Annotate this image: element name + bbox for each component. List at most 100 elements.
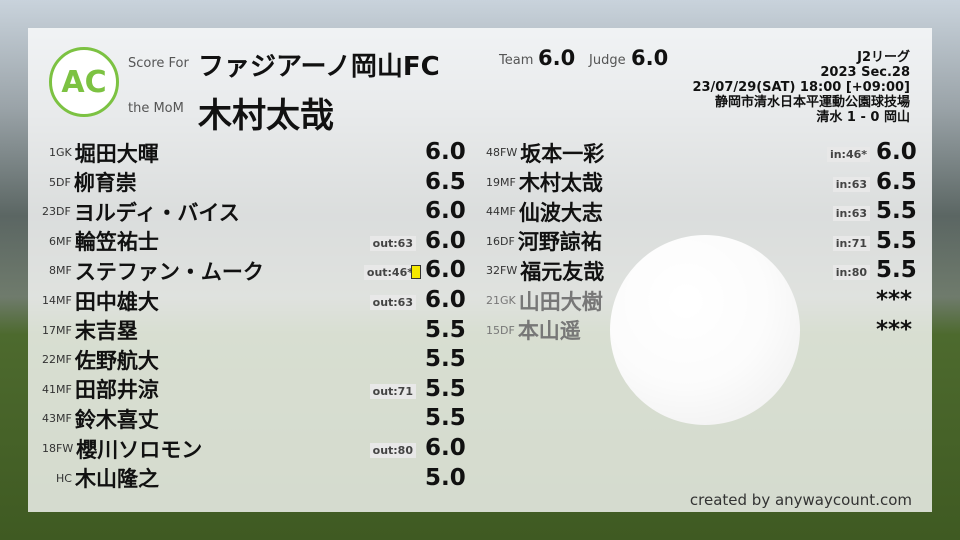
- player-name: 田中雄大: [74, 289, 159, 314]
- player-position: MF: [56, 353, 72, 367]
- player-score: 6.0: [425, 227, 466, 254]
- player-row: 1 GK 堀田大暉: [28, 138, 159, 167]
- player-number: 8: [49, 264, 56, 278]
- player-position: FW: [56, 442, 74, 455]
- player-name: 田部井涼: [74, 378, 159, 403]
- judge-score: 6.0: [631, 46, 669, 70]
- player-score: 5.5: [425, 405, 466, 432]
- player-number: 48: [486, 146, 500, 159]
- player-number: 17: [42, 323, 56, 337]
- player-score: 6.0: [425, 198, 466, 225]
- player-name: 末吉塁: [74, 319, 138, 344]
- player-number: 6: [49, 234, 56, 248]
- player-position: FW: [500, 146, 518, 159]
- yellow-card-icon: [411, 265, 421, 280]
- league: J2リーグ: [857, 50, 910, 65]
- player-position: MF: [500, 205, 516, 219]
- player-number: 15: [486, 323, 500, 337]
- team-score-label: Team: [499, 53, 534, 68]
- player-row: 23 DF ヨルディ・バイス: [28, 197, 240, 226]
- player-name: 坂本一彩: [520, 141, 605, 166]
- player-position: MF: [56, 264, 72, 278]
- player-position: MF: [500, 175, 516, 189]
- player-score: 6.0: [425, 287, 466, 313]
- mom-name: 木村太哉: [198, 96, 334, 136]
- judge-score-label: Judge: [589, 53, 626, 68]
- player-score: 6.5: [425, 168, 466, 195]
- player-score: 5.5: [425, 346, 466, 373]
- section: 2023 Sec.28: [820, 65, 910, 80]
- player-name: 堀田大暉: [74, 141, 159, 166]
- player-number: 19: [486, 175, 500, 189]
- team-name: ファジアーノ岡山FC: [198, 52, 440, 82]
- player-number: 43: [42, 412, 56, 426]
- player-row: 44 MF 仙波大志: [470, 197, 603, 226]
- substitution-badge: in:71: [832, 235, 870, 251]
- mom-label: the MoM: [128, 101, 184, 116]
- player-name: 柳育崇: [73, 171, 137, 196]
- player-number: 1: [49, 146, 56, 159]
- substitution-badge: in:80: [832, 265, 870, 281]
- player-score: ***: [876, 316, 913, 343]
- player-position: FW: [500, 264, 518, 278]
- player-position: DF: [500, 234, 515, 248]
- player-row: 21 GK 山田大樹: [470, 286, 603, 315]
- substitution-badge: out:71: [369, 383, 416, 399]
- substitution-badge: in:46*: [826, 147, 870, 162]
- player-number: 18: [42, 442, 56, 455]
- player-score: 6.0: [876, 139, 917, 165]
- player-number: 44: [486, 205, 500, 219]
- player-name: ステファン・ムーク: [74, 259, 264, 284]
- anywaycount-logo: AC: [49, 47, 119, 117]
- player-name: 福元友哉: [520, 259, 605, 284]
- match-info: J2リーグ 2023 Sec.28 23/07/29(SAT) 18:00 [+…: [692, 50, 910, 125]
- player-position: GK: [500, 294, 516, 307]
- credit: created by anywaycount.com: [689, 491, 912, 509]
- player-score: 5.5: [876, 257, 917, 284]
- player-name: 山田大樹: [518, 289, 603, 314]
- player-score: 5.5: [876, 198, 917, 225]
- player-position: MF: [56, 382, 72, 396]
- player-score: ***: [876, 287, 913, 313]
- player-score: 6.0: [425, 435, 466, 461]
- player-name: 佐野航大: [74, 348, 159, 373]
- player-name: 本山遥: [517, 319, 581, 344]
- substitution-badge: out:80: [369, 443, 416, 458]
- substitution-badge: in:63: [832, 176, 870, 192]
- player-score: 5.5: [876, 227, 917, 254]
- score-for-label: Score For: [128, 56, 189, 71]
- player-name: 鈴木喜丈: [74, 407, 159, 432]
- player-row: HC 木山隆之: [28, 464, 159, 493]
- player-position: DF: [500, 323, 515, 337]
- player-name: 木山隆之: [74, 467, 159, 492]
- player-score: 6.0: [425, 139, 466, 165]
- player-position: DF: [56, 175, 71, 189]
- result: 清水 1 - 0 岡山: [816, 110, 910, 125]
- player-score: 6.5: [876, 168, 917, 195]
- player-position: DF: [56, 205, 71, 219]
- substitution-badge: out:63: [369, 295, 416, 310]
- player-number: 21: [486, 294, 500, 307]
- player-row: 14 MF 田中雄大: [28, 286, 159, 315]
- player-number: 41: [42, 382, 56, 396]
- player-row: 5 DF 柳育崇: [28, 168, 137, 197]
- player-score: 5.5: [425, 316, 466, 343]
- player-row: 16 DF 河野諒祐: [470, 227, 602, 256]
- player-number: 32: [486, 264, 500, 278]
- player-row: 6 MF 輪笠祐士: [28, 227, 159, 256]
- player-row: 41 MF 田部井涼: [28, 375, 159, 404]
- player-position: MF: [56, 323, 72, 337]
- datetime: 23/07/29(SAT) 18:00 [+09:00]: [692, 80, 910, 95]
- substitution-badge: in:63: [832, 206, 870, 222]
- player-number: 22: [42, 353, 56, 367]
- logo-text: AC: [61, 64, 107, 100]
- player-score: 5.5: [425, 375, 466, 402]
- player-number: 14: [42, 294, 56, 307]
- substitution-badge: out:46*: [363, 265, 416, 281]
- player-name: 木村太哉: [518, 171, 603, 196]
- player-number: 5: [49, 175, 56, 189]
- player-row: 8 MF ステファン・ムーク: [28, 256, 264, 285]
- player-number: 23: [42, 205, 56, 219]
- player-position: MF: [56, 294, 72, 307]
- player-name: ヨルディ・バイス: [73, 200, 240, 225]
